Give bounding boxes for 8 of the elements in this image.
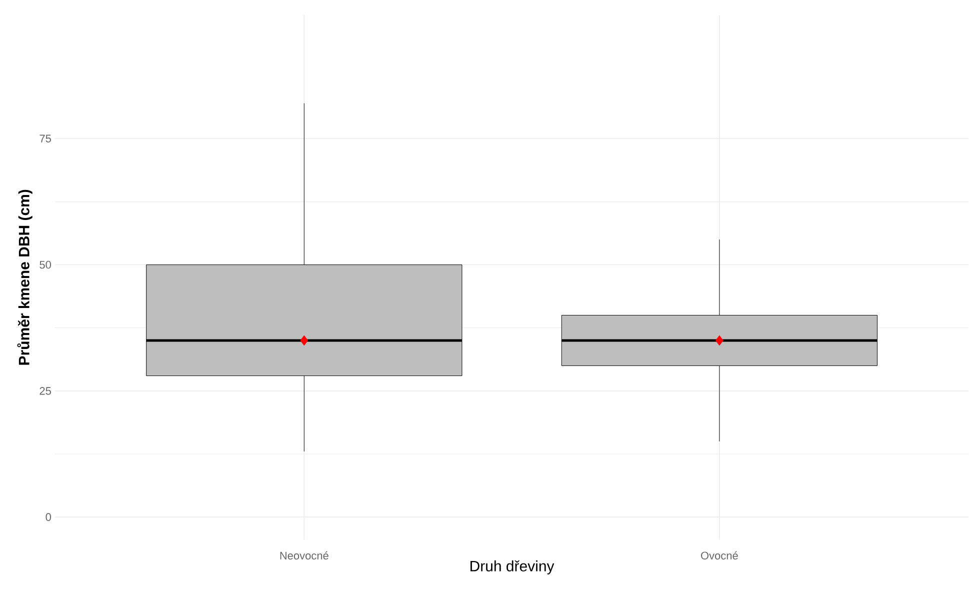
x-tick-label: Neovocné bbox=[280, 551, 328, 560]
y-tick-label: 75 bbox=[40, 134, 51, 143]
y-tick-label: 50 bbox=[40, 261, 52, 269]
y-axis-title: Průměr kmene DBH (cm) bbox=[17, 190, 32, 365]
y-tick-label: 25 bbox=[40, 387, 51, 395]
y-tick-label: 0 bbox=[46, 513, 52, 522]
x-tick-label: Ovocné bbox=[701, 551, 738, 560]
x-axis-title: Druh dřeviny bbox=[470, 560, 554, 575]
